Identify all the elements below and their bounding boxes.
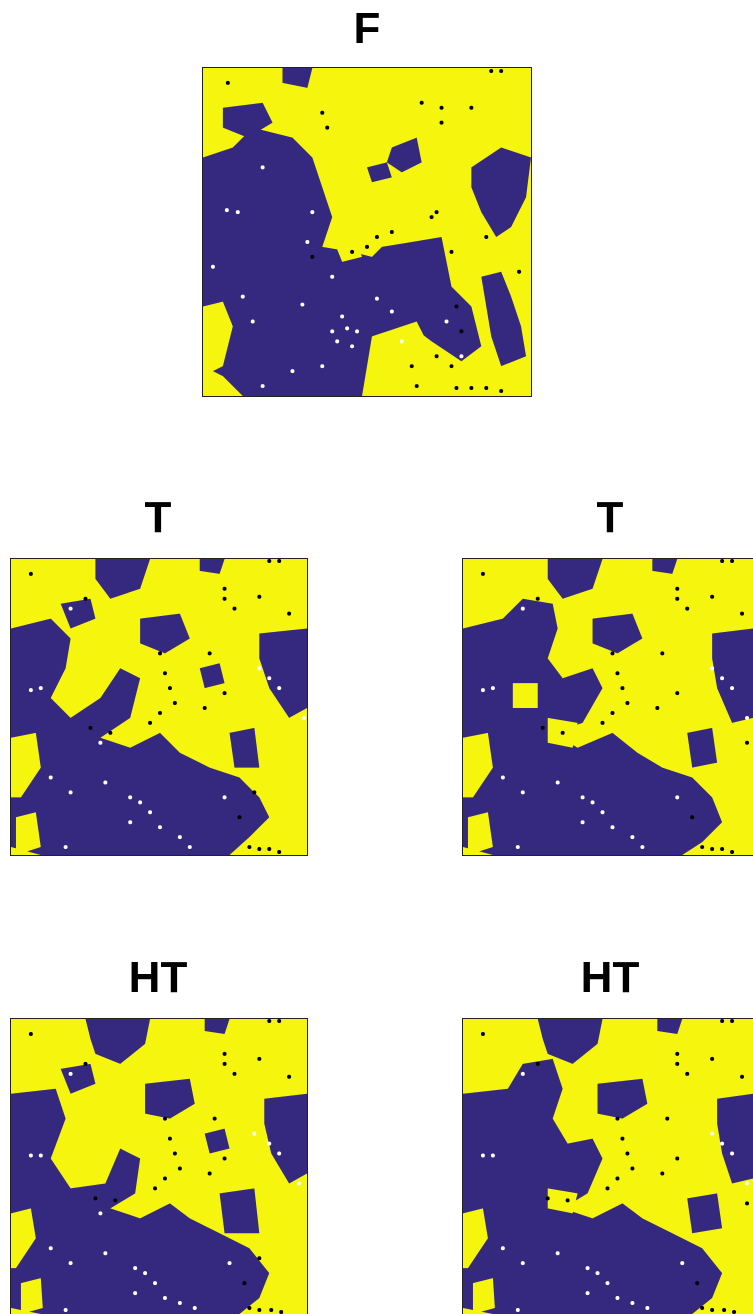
map-panel-t-left [10, 558, 308, 856]
panel-title-ht-right: HT [580, 953, 640, 1002]
map-panel-ht-left [10, 1018, 308, 1314]
map-panel-t-right [462, 558, 753, 856]
panel-title-ht-left: HT [128, 953, 188, 1002]
map-panel-f [202, 67, 532, 397]
panel-title-f: F [353, 4, 381, 53]
panel-title-t-right: T [596, 493, 624, 542]
map-panel-ht-right [462, 1018, 753, 1314]
panel-title-t-left: T [144, 493, 172, 542]
